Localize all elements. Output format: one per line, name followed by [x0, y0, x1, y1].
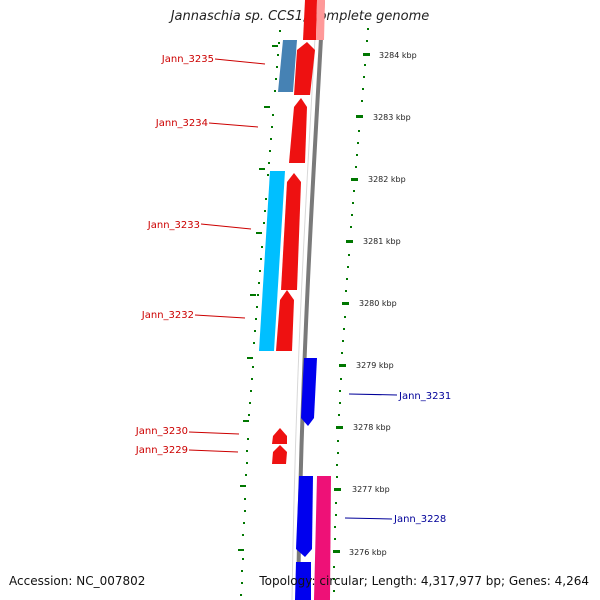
inner-dotted-ring [240, 30, 281, 596]
scale-label: 3277 kbp [352, 485, 390, 494]
scale-label: 3279 kbp [356, 361, 394, 370]
forward-genes [272, 0, 325, 464]
genome-backbone-inner [291, 0, 318, 600]
topology-info: Topology: circular; Length: 4,317,977 bp… [259, 574, 589, 588]
gene-jann-3233-cyan[interactable] [259, 171, 285, 351]
gene-jann-3230[interactable] [272, 428, 287, 444]
gene-jann-3235[interactable] [278, 40, 297, 92]
gene-jann-3232[interactable] [276, 290, 294, 351]
scale-label: 3278 kbp [353, 423, 391, 432]
gene-label-jann-3233[interactable]: Jann_3233 [147, 220, 200, 231]
scale-label: 3281 kbp [363, 237, 401, 246]
scale-label: 3283 kbp [373, 113, 411, 122]
gene-feature-bottom-blue[interactable] [295, 562, 311, 600]
reverse-genes [295, 358, 331, 600]
scale-ticks [333, 53, 370, 553]
gene-feature-top-forward[interactable] [303, 0, 317, 40]
gene-label-jann-3234[interactable]: Jann_3234 [155, 118, 208, 129]
gene-jann-3229[interactable] [272, 445, 287, 464]
map-title: Jannaschia sp. CCS1, complete genome [170, 9, 430, 24]
gene-label-jann-3229[interactable]: Jann_3229 [135, 445, 188, 456]
scale-label: 3284 kbp [379, 51, 417, 60]
gene-label-jann-3232[interactable]: Jann_3232 [141, 310, 194, 321]
gene-label-jann-3228[interactable]: Jann_3228 [393, 514, 446, 525]
gene-label-jann-3235[interactable]: Jann_3235 [161, 54, 214, 65]
gene-label-jann-3231[interactable]: Jann_3231 [398, 391, 451, 402]
accession-label: Accession: NC_007802 [9, 574, 146, 588]
scale-label: 3280 kbp [359, 299, 397, 308]
gene-label-jann-3230[interactable]: Jann_3230 [135, 426, 188, 437]
gene-jann-3233[interactable] [281, 173, 301, 290]
scale-label: 3276 kbp [349, 548, 387, 557]
leader-lines-left [188, 58, 266, 453]
gene-jann-3234[interactable] [289, 98, 307, 163]
leader-lines-right [344, 393, 398, 520]
gene-feature-magenta[interactable] [314, 476, 331, 600]
gene-feature-top-pink[interactable] [316, 0, 325, 40]
gene-jann-3231[interactable] [301, 358, 317, 426]
gene-jann-3235-alt[interactable] [294, 42, 315, 95]
inner-ring-dashes [238, 45, 278, 551]
gene-jann-3228[interactable] [296, 476, 313, 557]
scale-label: 3282 kbp [368, 175, 406, 184]
outer-dotted-ring [333, 28, 369, 592]
